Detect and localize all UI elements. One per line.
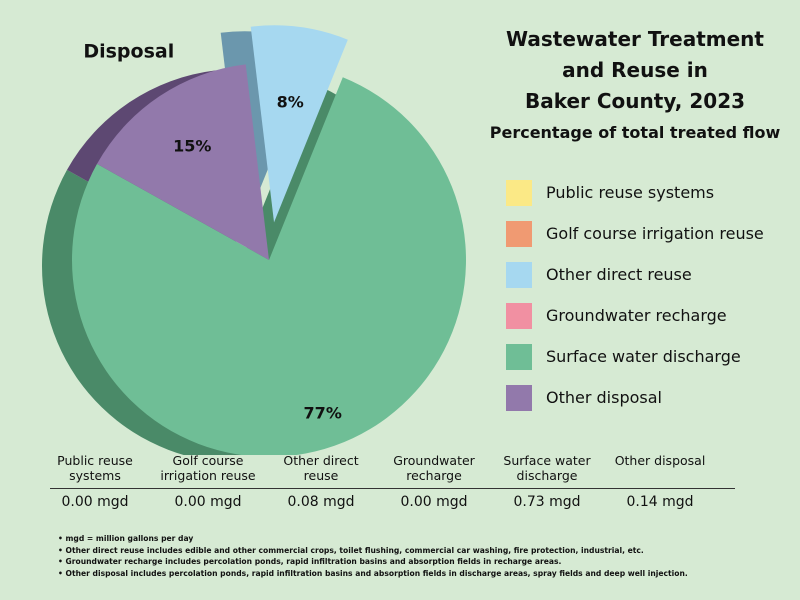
pie-slice-disposal (97, 64, 269, 261)
flow-table-value: 0.73 mgd (513, 494, 581, 510)
flow-table-header: Public reuse systems (57, 453, 133, 483)
chart-title-block: Wastewater Treatment and Reuse in Baker … (480, 24, 790, 142)
legend-swatch-surface-water (506, 343, 532, 370)
legend-item-other-disposal: Other disposal (506, 377, 764, 418)
legend-item-surface-water: Surface water discharge (506, 336, 764, 377)
pie-percent-label: 77% (304, 403, 342, 422)
legend-item-other-direct-reuse: Other direct reuse (506, 254, 764, 295)
footnotes: • mgd = million gallons per day • Other … (58, 533, 798, 579)
flow-table-value-row: 0.00 mgd 0.00 mgd 0.08 mgd 0.00 mgd 0.73… (40, 495, 718, 510)
legend-item-public-reuse: Public reuse systems (506, 172, 764, 213)
flow-table-divider (50, 488, 735, 489)
pie-slice-reuse (250, 25, 348, 223)
flow-table-header: Surface water discharge (503, 453, 591, 483)
flow-table-value: 0.00 mgd (61, 494, 129, 510)
flow-table-value: 0.08 mgd (287, 494, 355, 510)
pie-percent-label: 15% (173, 136, 211, 155)
flow-table-value: 0.14 mgd (626, 494, 694, 510)
legend-swatch-public-reuse (506, 179, 532, 206)
legend-label-groundwater-recharge: Groundwater recharge (546, 306, 727, 325)
flow-table-value: 0.00 mgd (400, 494, 468, 510)
legend-label-other-direct-reuse: Other direct reuse (546, 265, 692, 284)
legend-swatch-other-disposal (506, 384, 532, 411)
legend-label-other-disposal: Other disposal (546, 388, 662, 407)
legend: Public reuse systems Golf course irrigat… (506, 172, 764, 418)
flow-table-header: Other direct reuse (283, 453, 359, 483)
legend-label-golf-course: Golf course irrigation reuse (546, 224, 764, 243)
legend-item-groundwater-recharge: Groundwater recharge (506, 295, 764, 336)
chart-title-line-2: and Reuse in (562, 58, 708, 82)
flow-table-header-row: Public reuse systems Golf course irrigat… (40, 453, 800, 489)
flow-table-header: Other disposal (614, 453, 706, 468)
flow-table-header: Groundwater recharge (393, 453, 475, 483)
legend-label-public-reuse: Public reuse systems (546, 183, 715, 202)
chart-subtitle: Percentage of total treated flow (489, 123, 781, 142)
flow-table: Public reuse systems Golf course irrigat… (40, 453, 800, 510)
footnote: • Groundwater recharge includes percolat… (58, 557, 562, 566)
pie-category-label: Disposal (83, 41, 174, 63)
legend-swatch-groundwater-recharge (506, 302, 532, 329)
flow-table-value: 0.00 mgd (174, 494, 242, 510)
footnote: • Other disposal includes percolation po… (58, 568, 688, 578)
pie-chart: 8%Reuse77%15%Disposal (42, 25, 466, 455)
footnote: • Other direct reuse includes edible and… (58, 545, 644, 555)
legend-label-surface-water: Surface water discharge (546, 347, 741, 366)
flow-table-header: Golf course irrigation reuse (160, 453, 256, 483)
pie-slice-77- (72, 77, 466, 455)
legend-swatch-other-direct-reuse (506, 261, 532, 288)
pie-percent-label: 8% (277, 92, 304, 111)
footnote: • mgd = million gallons per day (58, 534, 194, 543)
legend-swatch-golf-course (506, 220, 532, 247)
chart-title-line-1: Wastewater Treatment (506, 27, 764, 51)
chart-title-line-3: Baker County, 2023 (524, 89, 746, 113)
legend-item-golf-course: Golf course irrigation reuse (506, 213, 764, 254)
